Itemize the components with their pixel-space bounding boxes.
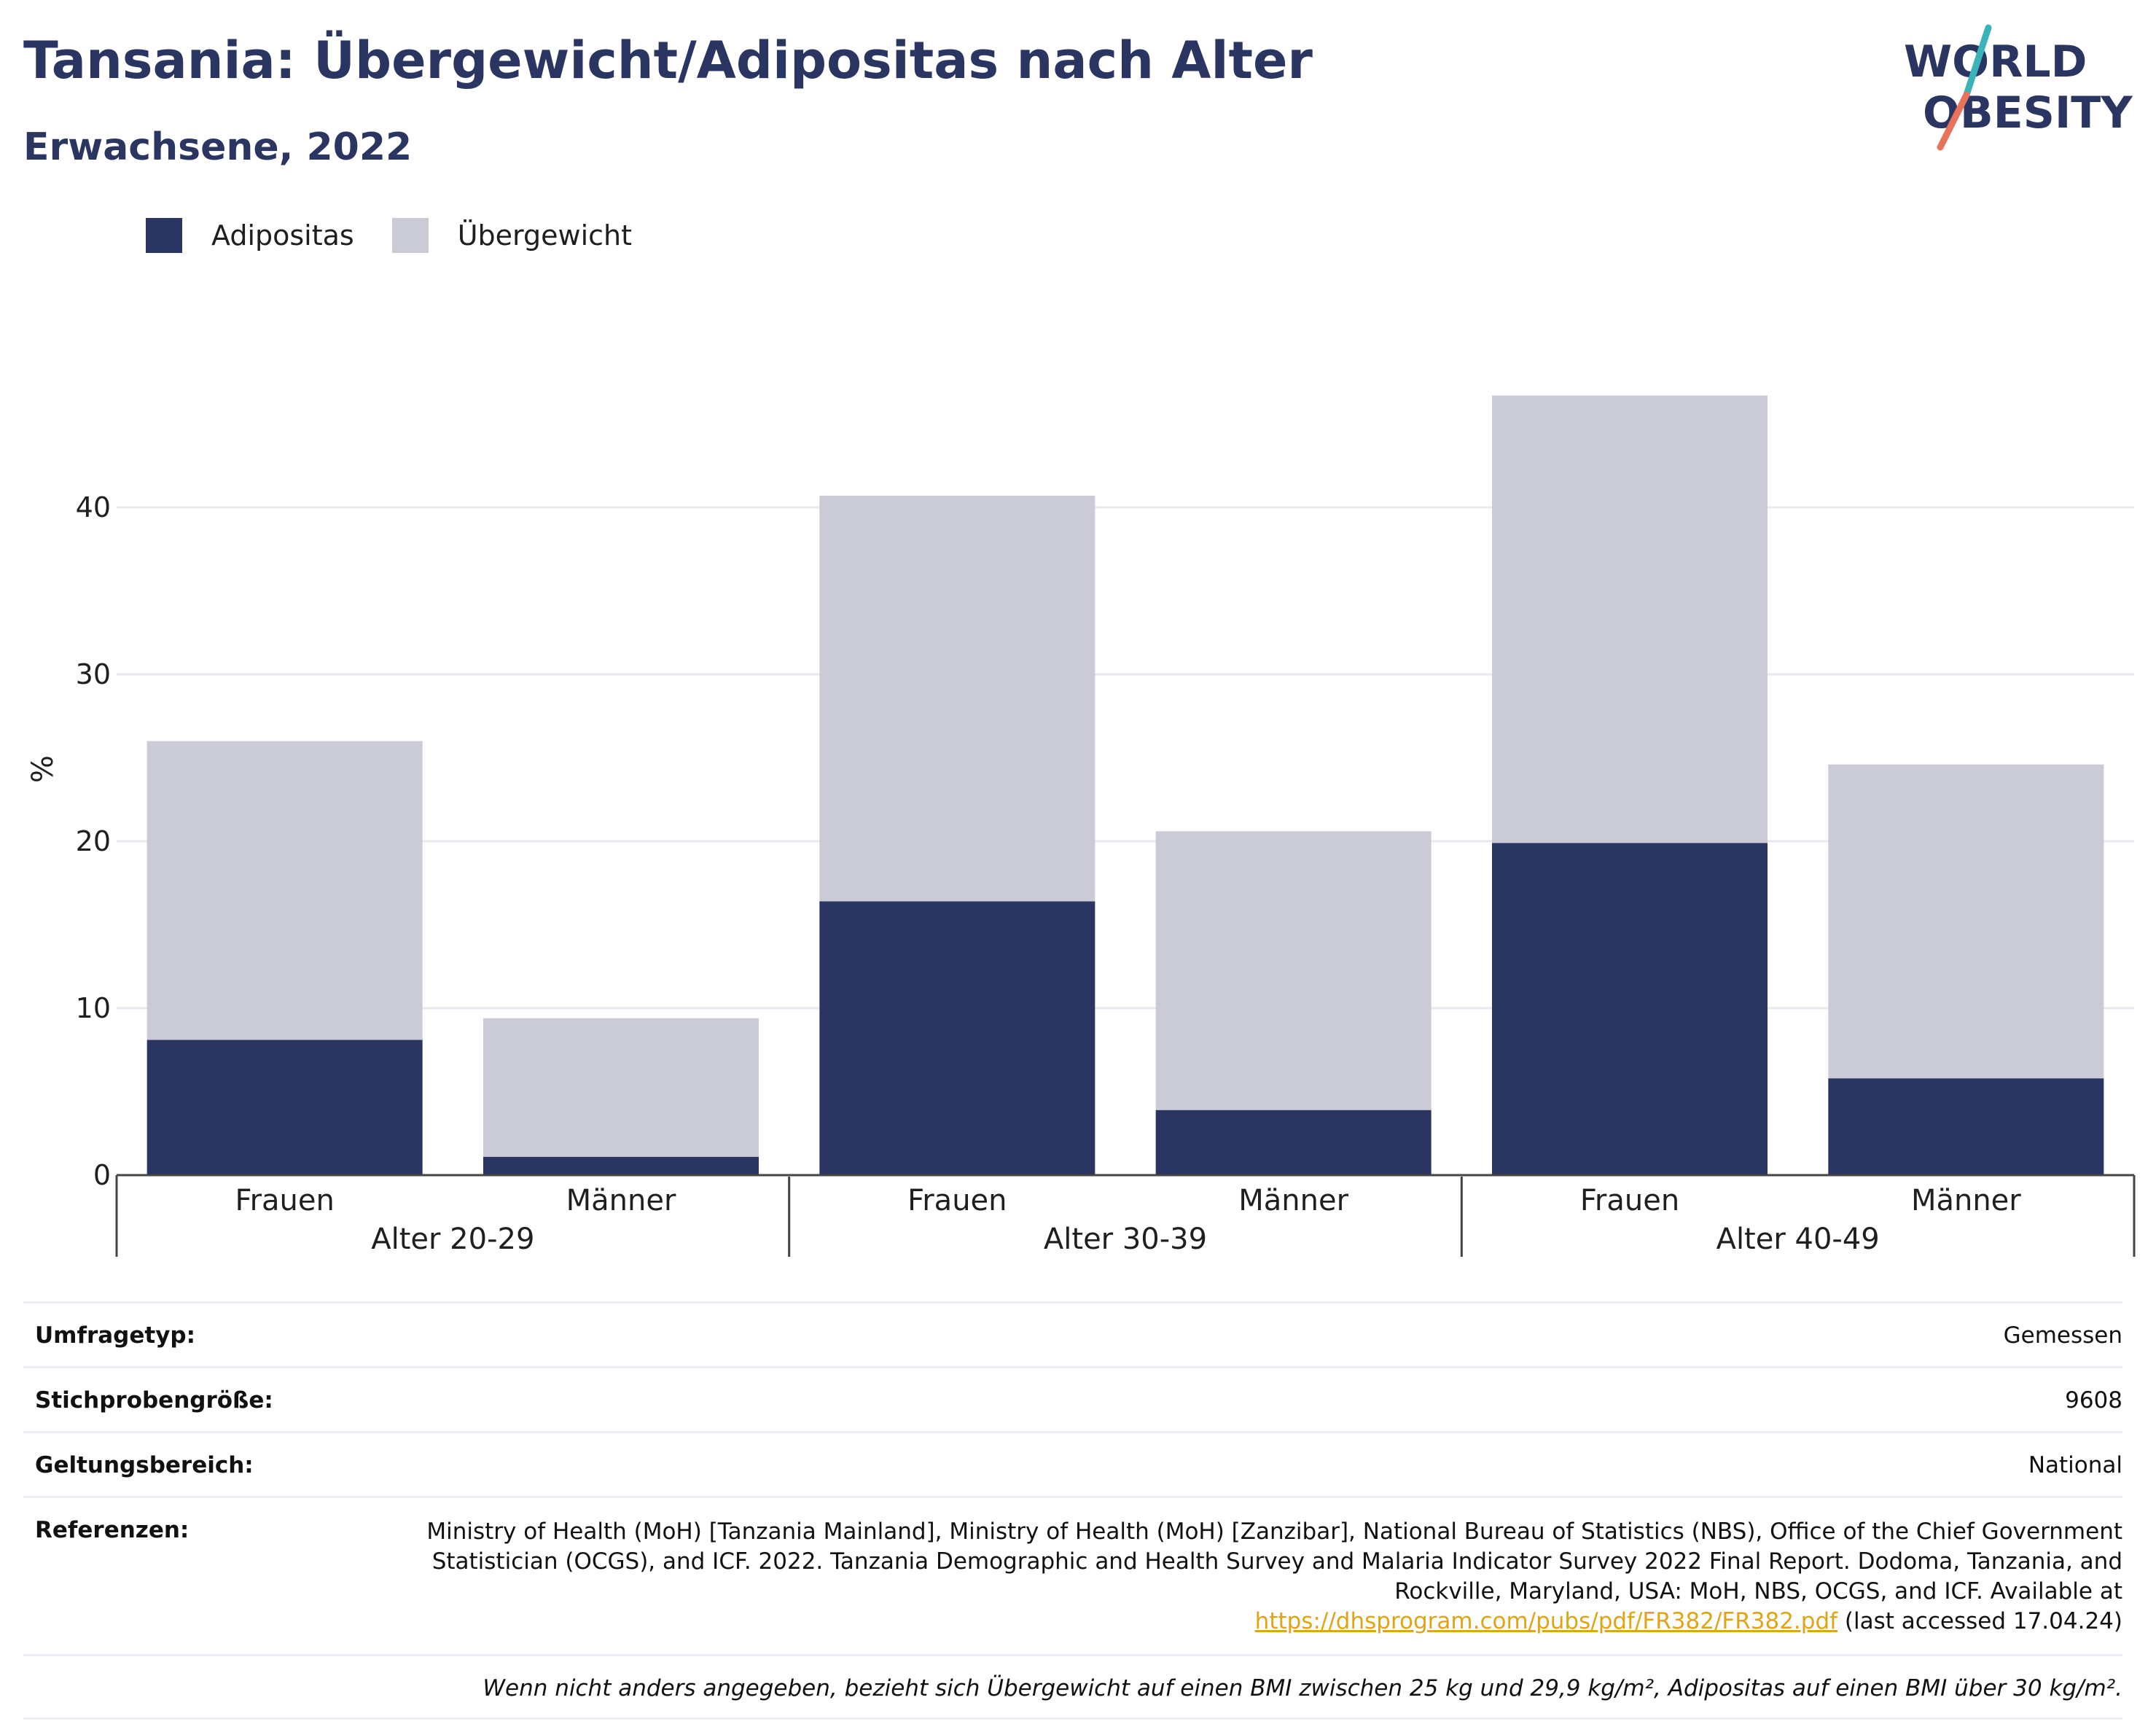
legend-swatch-adipositas bbox=[146, 218, 182, 253]
y-tick-label: 30 bbox=[76, 658, 111, 690]
bar-uebergewicht[interactable] bbox=[1828, 764, 2104, 1079]
logo-line1: WORLD bbox=[1904, 36, 2087, 87]
y-axis-label: % bbox=[26, 755, 60, 783]
chart-legend: Adipositas Übergewicht bbox=[146, 217, 670, 254]
bar-uebergewicht[interactable] bbox=[1492, 395, 1768, 843]
x-category-label: Frauen bbox=[907, 1184, 1007, 1217]
y-tick-label: 40 bbox=[76, 491, 111, 523]
row-references: Referenzen: Ministry of Health (MoH) [Ta… bbox=[23, 1498, 2122, 1656]
bar-uebergewicht[interactable] bbox=[1155, 831, 1432, 1110]
survey-type-value: Gemessen bbox=[2003, 1322, 2122, 1349]
bar-adipositas[interactable] bbox=[147, 1040, 423, 1175]
axis-labels: 0 10 20 30 40% Frauen Männer Frauen Männer Frauen… bbox=[26, 491, 2021, 1256]
legend-label-uebergewicht: Übergewicht bbox=[457, 219, 632, 252]
row-scope: Geltungsbereich: National bbox=[23, 1433, 2122, 1498]
y-tick-label: 0 bbox=[93, 1159, 111, 1191]
references-suffix: (last accessed 17.04.24) bbox=[1844, 1608, 2122, 1634]
references-text: Ministry of Health (MoH) [Tanzania Mainl… bbox=[426, 1518, 2122, 1605]
sample-size-label: Stichprobengröße: bbox=[35, 1387, 273, 1414]
row-sample-size: Stichprobengröße: 9608 bbox=[23, 1368, 2122, 1433]
x-category-label: Männer bbox=[566, 1184, 676, 1217]
survey-info-table: Umfragetyp: Gemessen Stichprobengröße: 9… bbox=[23, 1301, 2122, 1720]
x-category-label: Männer bbox=[1911, 1184, 2021, 1217]
world-obesity-logo: WORLD OBESITY bbox=[1904, 24, 2133, 151]
x-category-label: Frauen bbox=[235, 1184, 334, 1217]
logo-slash-teal bbox=[1963, 24, 1992, 98]
bmi-note: Wenn nicht anders angegeben, bezieht sic… bbox=[23, 1656, 2122, 1720]
x-group-label: Alter 30-39 bbox=[1044, 1223, 1207, 1256]
x-group-label: Alter 20-29 bbox=[371, 1223, 534, 1256]
axes bbox=[115, 1174, 2136, 1257]
legend-item-uebergewicht[interactable]: Übergewicht bbox=[391, 218, 632, 253]
bar-uebergewicht[interactable] bbox=[147, 741, 423, 1040]
bar-chart: 0 10 20 30 40% Frauen Männer Frauen Männer Frauen… bbox=[26, 395, 2136, 1257]
references-value: Ministry of Health (MoH) [Tanzania Mainl… bbox=[373, 1517, 2122, 1637]
y-tick-label: 20 bbox=[76, 825, 111, 857]
scope-value: National bbox=[2028, 1452, 2122, 1478]
legend-item-adipositas[interactable]: Adipositas bbox=[146, 218, 354, 253]
survey-type-label: Umfragetyp: bbox=[35, 1322, 195, 1349]
legend-swatch-uebergewicht bbox=[391, 218, 429, 253]
bar-adipositas[interactable] bbox=[1828, 1078, 2104, 1175]
bar-uebergewicht[interactable] bbox=[483, 1018, 759, 1157]
references-label: Referenzen: bbox=[35, 1517, 190, 1543]
y-tick-label: 10 bbox=[76, 992, 111, 1024]
chart-subtitle: Erwachsene, 2022 bbox=[23, 125, 413, 169]
bars bbox=[147, 395, 2104, 1175]
x-category-label: Frauen bbox=[1580, 1184, 1679, 1217]
scope-label: Geltungsbereich: bbox=[35, 1452, 254, 1478]
logo-slash-coral bbox=[1937, 91, 1970, 151]
chart-title: Tansania: Übergewicht/Adipositas nach Al… bbox=[23, 31, 1313, 90]
bar-adipositas[interactable] bbox=[819, 901, 1095, 1175]
grid-lines bbox=[117, 506, 2134, 1010]
bar-adipositas[interactable] bbox=[1492, 843, 1768, 1175]
row-survey-type: Umfragetyp: Gemessen bbox=[23, 1303, 2122, 1368]
x-category-label: Männer bbox=[1238, 1184, 1348, 1217]
references-link[interactable]: https://dhsprogram.com/pubs/pdf/FR382/FR… bbox=[1254, 1608, 1838, 1634]
x-group-label: Alter 40-49 bbox=[1716, 1223, 1880, 1256]
bar-adipositas[interactable] bbox=[1155, 1110, 1432, 1175]
legend-label-adipositas: Adipositas bbox=[211, 219, 354, 252]
bar-adipositas[interactable] bbox=[483, 1156, 759, 1175]
sample-size-value: 9608 bbox=[2065, 1387, 2122, 1414]
bar-uebergewicht[interactable] bbox=[819, 495, 1095, 902]
